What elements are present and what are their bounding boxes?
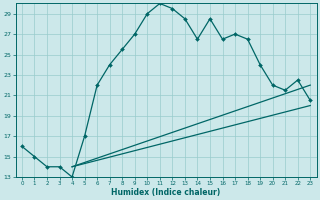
X-axis label: Humidex (Indice chaleur): Humidex (Indice chaleur) [111, 188, 221, 197]
